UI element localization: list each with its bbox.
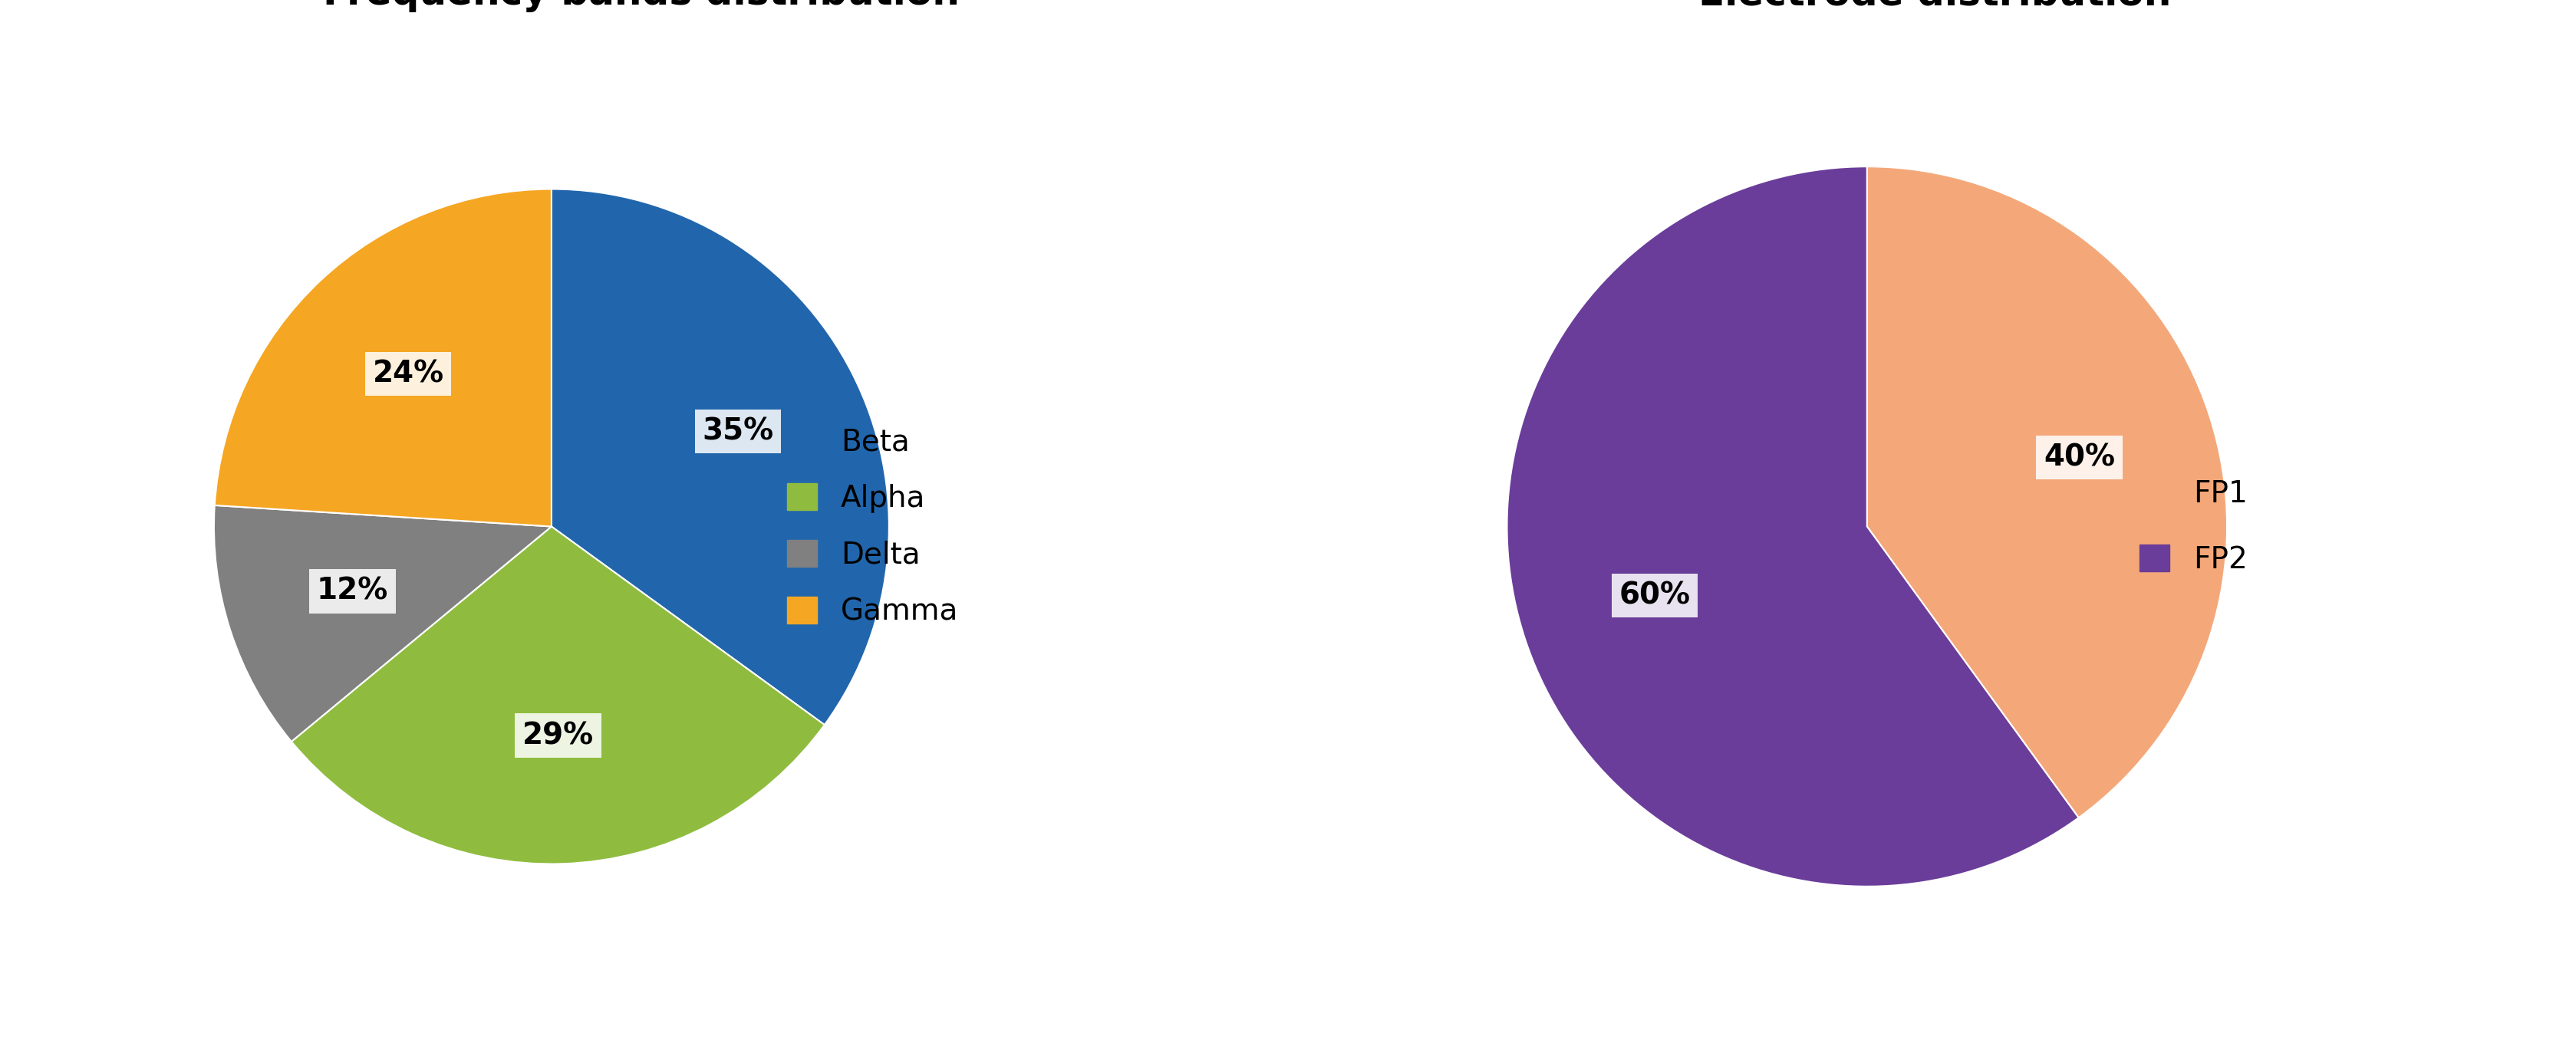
- Wedge shape: [1507, 166, 2079, 887]
- Legend: Beta, Alpha, Delta, Gamma: Beta, Alpha, Delta, Gamma: [775, 415, 971, 638]
- Title: Electrode distribution: Electrode distribution: [1698, 0, 2172, 13]
- Wedge shape: [551, 190, 889, 724]
- Text: 12%: 12%: [317, 577, 389, 605]
- Text: 40%: 40%: [2043, 443, 2115, 472]
- Text: 29%: 29%: [523, 721, 595, 750]
- Title: Frequency bands distribution: Frequency bands distribution: [322, 0, 961, 13]
- Wedge shape: [291, 526, 824, 863]
- Wedge shape: [1868, 166, 2228, 818]
- Text: 35%: 35%: [703, 417, 773, 446]
- Legend: FP1, FP2: FP1, FP2: [2128, 466, 2259, 587]
- Wedge shape: [214, 190, 551, 526]
- Wedge shape: [214, 505, 551, 741]
- Text: 60%: 60%: [1620, 581, 1690, 610]
- Text: 24%: 24%: [374, 359, 443, 389]
